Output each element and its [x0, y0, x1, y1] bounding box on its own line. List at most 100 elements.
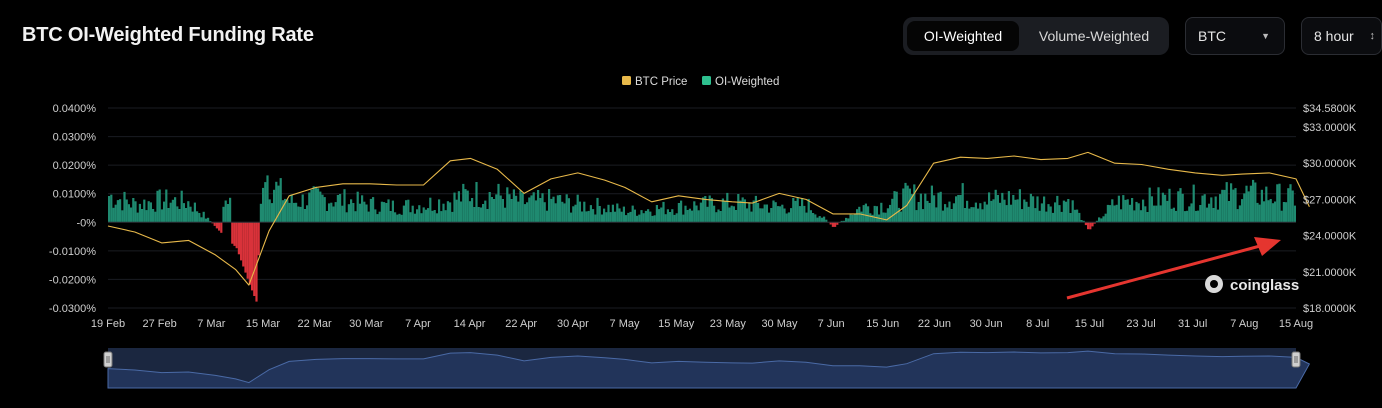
- positive-rate-bar: [541, 193, 544, 223]
- positive-rate-bar: [1293, 205, 1296, 223]
- positive-rate-bar: [504, 207, 507, 223]
- range-navigator[interactable]: [103, 348, 1311, 389]
- positive-rate-bar: [196, 211, 199, 223]
- positive-rate-bar: [1071, 200, 1074, 223]
- x-tick-label: 19 Feb: [91, 318, 125, 330]
- positive-rate-bar: [823, 216, 826, 223]
- positive-rate-bar: [1190, 203, 1193, 223]
- caret-down-icon: ▼: [1261, 31, 1270, 41]
- positive-rate-bar: [994, 189, 997, 223]
- y-left-tick-label: -0.0100%: [49, 246, 96, 258]
- positive-rate-bar: [622, 206, 625, 223]
- negative-rate-bar: [834, 222, 837, 227]
- positive-rate-bar: [774, 202, 777, 223]
- x-tick-label: 27 Feb: [143, 318, 177, 330]
- positive-rate-bar: [1245, 185, 1248, 223]
- positive-rate-bar: [380, 201, 383, 223]
- positive-rate-bar: [534, 200, 537, 223]
- annotation-arrow: [1066, 237, 1281, 300]
- positive-rate-bar: [1126, 199, 1129, 223]
- positive-rate-bar: [578, 201, 581, 223]
- positive-rate-bar: [290, 194, 293, 223]
- positive-rate-bar: [1034, 208, 1037, 223]
- page-title: BTC OI-Weighted Funding Rate: [22, 24, 314, 46]
- positive-rate-bar: [479, 207, 482, 223]
- negative-rate-bar: [829, 222, 832, 225]
- positive-rate-bar: [154, 211, 157, 223]
- positive-rate-bar: [1216, 209, 1219, 223]
- positive-rate-bar: [1054, 202, 1057, 223]
- x-tick-label: 7 Mar: [197, 318, 225, 330]
- positive-rate-bar: [554, 203, 557, 223]
- positive-rate-bar: [919, 193, 922, 223]
- positive-rate-bar: [1120, 209, 1123, 223]
- positive-rate-bar: [1188, 206, 1191, 223]
- coin-select[interactable]: BTC ▼: [1185, 17, 1285, 55]
- positive-rate-bar: [281, 200, 284, 223]
- positive-rate-bar: [871, 214, 874, 223]
- y-right-tick-label: $33.0000K: [1303, 122, 1357, 134]
- positive-rate-bar: [308, 192, 311, 223]
- tab-oi-weighted[interactable]: OI-Weighted: [907, 21, 1019, 51]
- positive-rate-bar: [156, 190, 159, 223]
- positive-rate-bar: [867, 206, 870, 223]
- positive-rate-bar: [319, 191, 322, 223]
- positive-rate-bar: [1102, 216, 1105, 223]
- positive-rate-bar: [1232, 189, 1235, 223]
- positive-rate-bar: [411, 205, 414, 223]
- x-tick-label: 15 Aug: [1279, 318, 1313, 330]
- negative-rate-bar: [1087, 222, 1090, 230]
- positive-rate-bar: [917, 202, 920, 223]
- x-tick-label: 15 May: [658, 318, 695, 330]
- positive-rate-bar: [303, 209, 306, 223]
- positive-rate-bar: [792, 198, 795, 223]
- y-left-tick-label: 0.0400%: [53, 103, 97, 115]
- x-tick-label: 7 Aug: [1230, 318, 1258, 330]
- positive-rate-bar: [691, 210, 694, 223]
- positive-rate-bar: [680, 200, 683, 223]
- positive-rate-bar: [625, 215, 628, 223]
- positive-rate-bar: [114, 204, 117, 223]
- positive-rate-bar: [893, 191, 896, 223]
- positive-rate-bar: [446, 201, 449, 223]
- positive-rate-bar: [761, 208, 764, 223]
- positive-rate-bar: [273, 189, 276, 223]
- positive-rate-bar: [530, 195, 533, 223]
- positive-rate-bar: [198, 213, 201, 223]
- positive-rate-bar: [728, 207, 731, 223]
- positive-rate-bar: [334, 202, 337, 223]
- positive-rate-bar: [277, 185, 280, 223]
- positive-rate-bar: [1276, 184, 1279, 223]
- interval-select[interactable]: 8 hour ↕: [1301, 17, 1382, 55]
- positive-rate-bar: [1122, 195, 1125, 223]
- positive-rate-bar: [730, 205, 733, 223]
- positive-rate-bar: [1067, 199, 1070, 223]
- legend-label: OI-Weighted: [715, 76, 779, 88]
- legend-swatch-btc-price: [622, 76, 631, 85]
- positive-rate-bar: [1148, 187, 1151, 223]
- navigator-handle-right[interactable]: [1291, 351, 1301, 368]
- navigator-handle-left[interactable]: [103, 351, 113, 368]
- positive-rate-bar: [365, 204, 368, 223]
- positive-rate-bar: [845, 217, 848, 223]
- negative-rate-bar: [213, 222, 216, 226]
- positive-rate-bar: [889, 204, 892, 223]
- positive-rate-bar: [1159, 205, 1162, 223]
- positive-rate-bar: [402, 205, 405, 223]
- positive-rate-bar: [422, 207, 425, 223]
- positive-rate-bar: [1181, 193, 1184, 223]
- positive-rate-bar: [119, 199, 122, 223]
- positive-rate-bar: [1144, 206, 1147, 223]
- tab-volume-weighted[interactable]: Volume-Weighted: [1038, 28, 1150, 44]
- positive-rate-bar: [1170, 208, 1173, 223]
- positive-rate-bar: [1199, 205, 1202, 223]
- positive-rate-bar: [1260, 189, 1263, 223]
- positive-rate-bar: [420, 213, 423, 223]
- positive-rate-bar: [123, 191, 126, 223]
- positive-rate-bar: [1012, 195, 1015, 223]
- positive-rate-bar: [1014, 199, 1017, 223]
- positive-rate-bar: [631, 205, 634, 223]
- positive-rate-bar: [981, 209, 984, 223]
- positive-rate-bar: [543, 202, 546, 223]
